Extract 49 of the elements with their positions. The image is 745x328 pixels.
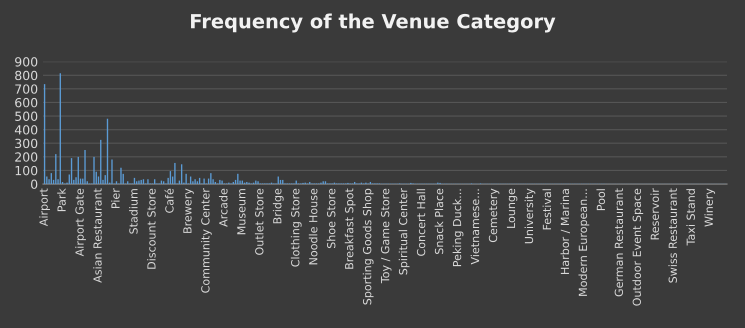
x-tick-label: Taxi Stand bbox=[686, 189, 695, 246]
x-tick-label: Discount Store bbox=[147, 188, 156, 269]
x-tick-label: Arcade bbox=[218, 188, 228, 227]
y-tick-label: 800 bbox=[15, 70, 38, 80]
x-tick-label: Bridge bbox=[272, 188, 284, 224]
y-tick-label: 400 bbox=[14, 125, 38, 135]
y-tick-label: 0 bbox=[31, 179, 38, 189]
x-tick-label: Festival bbox=[542, 189, 552, 230]
y-tick-label: 200 bbox=[15, 152, 38, 162]
y-tick-label: 300 bbox=[15, 138, 38, 148]
x-tick-label: Peking Duck... bbox=[452, 189, 464, 266]
x-tick-label: Breakfast Spot bbox=[344, 188, 356, 269]
x-tick-label: Museum bbox=[237, 189, 246, 234]
x-tick-label: Cemetery bbox=[488, 188, 500, 242]
x-tick-label: Snack Place bbox=[434, 188, 444, 254]
x-tick-label: Asian Restaurant bbox=[93, 188, 102, 283]
x-tick-label: Outlet Store bbox=[254, 188, 264, 255]
y-tick-label: 700 bbox=[15, 84, 38, 94]
x-tick-label: Airport Gate bbox=[75, 188, 86, 256]
x-tick-label: Noodle House bbox=[308, 188, 318, 264]
x-tick-label: Sporting Goods Shop bbox=[362, 188, 374, 305]
x-tick-label: Winery bbox=[704, 188, 716, 227]
x-tick-label: Shoe Store bbox=[326, 188, 336, 248]
x-tick-label: Harbor / Marina bbox=[560, 189, 570, 274]
x-tick-label: Pier bbox=[111, 188, 120, 208]
x-tick-label: Clothing Store bbox=[290, 188, 302, 267]
x-tick-label: Modern European... bbox=[578, 189, 590, 296]
x-tick-label: Brewery bbox=[183, 188, 194, 233]
y-tick-label: 500 bbox=[15, 112, 38, 121]
x-tick-label: Airport bbox=[39, 188, 50, 226]
x-tick-label: Toy / Game Store bbox=[380, 188, 392, 284]
x-tick-label: Swiss Restaurant bbox=[668, 188, 677, 283]
y-tick-label: 100 bbox=[16, 166, 38, 176]
x-tick-label: Community Center bbox=[200, 188, 212, 293]
x-tick-label: Café bbox=[164, 188, 174, 213]
chart-title: Frequency of the Venue Category bbox=[191, 13, 556, 32]
y-tick-label: 600 bbox=[15, 98, 38, 108]
x-tick-label: German Restaurant bbox=[614, 188, 624, 296]
x-tick-label: Concert Hall bbox=[416, 189, 426, 256]
x-tick-label: Stadium bbox=[129, 189, 138, 234]
x-tick-label: Vietnamese... bbox=[470, 189, 480, 264]
x-tick-label: Spiritual Center bbox=[398, 188, 410, 275]
x-tick-label: Reservoir bbox=[650, 188, 659, 240]
x-tick-label: Park bbox=[57, 188, 66, 212]
x-tick-label: University bbox=[524, 188, 536, 244]
y-tick-label: 900 bbox=[15, 57, 38, 67]
x-tick-label: Pool bbox=[596, 189, 606, 210]
x-tick-label: Lounge bbox=[506, 188, 518, 228]
x-tick-label: Outdoor Event Space bbox=[632, 188, 644, 306]
